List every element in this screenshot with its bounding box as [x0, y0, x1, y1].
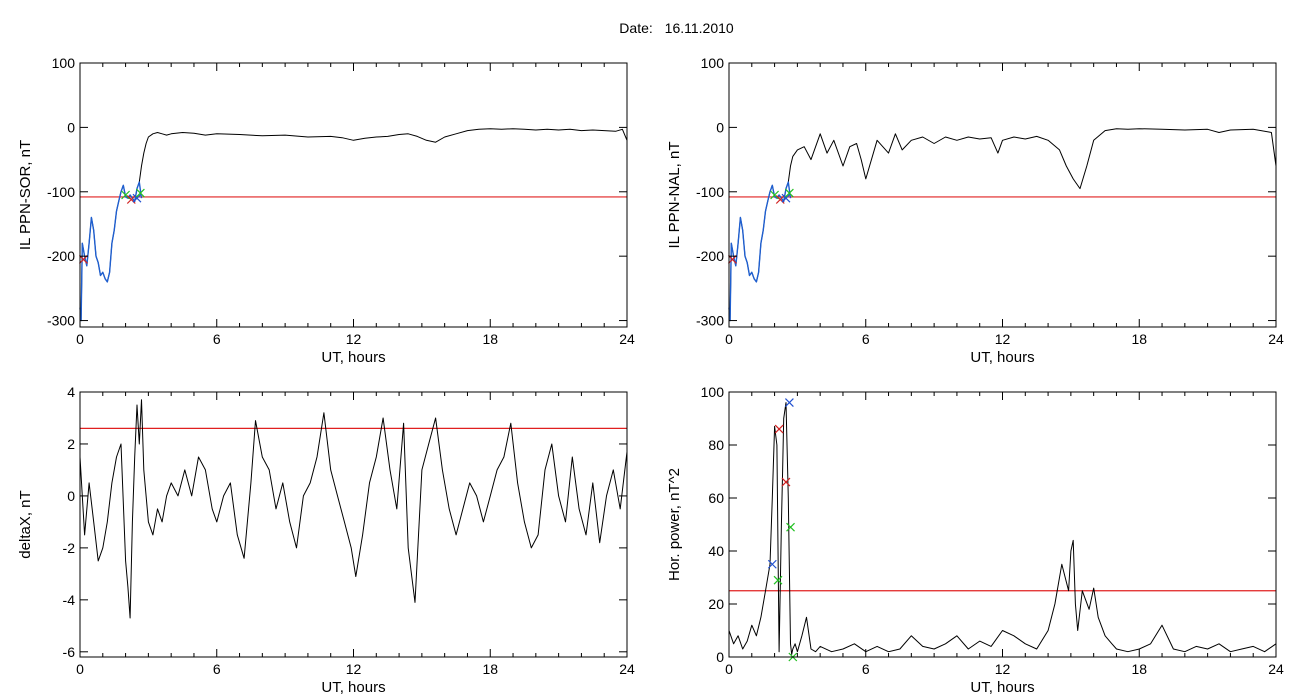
plot-frame [728, 391, 1277, 658]
series-line-1 [79, 399, 628, 619]
series-line-2 [79, 181, 143, 322]
y-tick-label: -100 [696, 184, 724, 200]
x-tick-label: 6 [213, 331, 221, 347]
plot-frame [79, 62, 628, 328]
x-tick-label: 0 [76, 661, 84, 677]
cross-marker [135, 188, 145, 198]
y-tick-label: 2 [67, 436, 75, 452]
x-tick-label: 18 [482, 331, 498, 347]
x-axis-label: UT, hours [970, 679, 1034, 696]
y-tick-label: 100 [52, 55, 76, 71]
chart-panel-2: 0 6 12 18 24 100 0 -100 -200 -300 UT, hours IL PPN-… [666, 55, 1284, 366]
series-line-1 [728, 128, 1277, 322]
series-line-1 [728, 402, 1277, 655]
y-tick-label: 0 [67, 119, 75, 135]
x-tick-label: 18 [482, 661, 498, 677]
x-tick-label: 0 [725, 331, 733, 347]
x-tick-label: 18 [1131, 331, 1147, 347]
y-tick-label: 60 [708, 490, 724, 506]
x-tick-label: 12 [346, 661, 362, 677]
y-tick-label: -6 [63, 644, 76, 660]
y-tick-label: -100 [47, 184, 75, 200]
cross-marker [786, 522, 795, 532]
chart-panel-4: 0 6 12 18 24 100 80 60 40 20 0 UT, hours Hor. power,… [666, 384, 1284, 696]
plot-frame [79, 391, 628, 658]
x-tick-label: 12 [995, 661, 1011, 677]
y-tick-label: -200 [696, 248, 724, 264]
y-axis-label: Hor. power, nT^2 [666, 468, 683, 581]
cross-marker [126, 195, 136, 204]
cross-marker [775, 195, 785, 204]
y-tick-label: 0 [716, 649, 724, 665]
y-tick-label: 100 [701, 55, 725, 71]
x-tick-label: 24 [619, 661, 635, 677]
cross-marker [773, 575, 783, 585]
series-line-2 [728, 181, 792, 322]
x-tick-label: 24 [1268, 331, 1284, 347]
cross-marker [121, 190, 131, 200]
chart-panel-3: 0 6 12 18 24 4 2 0 -2 -4 -6 UT, hours deltaX, nT [17, 384, 635, 696]
x-tick-label: 6 [213, 661, 221, 677]
x-tick-label: 6 [862, 331, 870, 347]
y-axis-label: IL PPN-SOR, nT [17, 140, 34, 250]
cross-marker [132, 193, 142, 203]
date-value: 16.11.2010 [664, 20, 734, 36]
plot-frame [728, 62, 1277, 328]
figure-title: Date: 16.11.2010 [0, 20, 1300, 36]
y-tick-label: 20 [708, 596, 724, 612]
x-tick-label: 0 [725, 661, 733, 677]
date-label: Date: [619, 20, 653, 36]
cross-marker [767, 559, 777, 569]
y-tick-label: 100 [701, 384, 725, 400]
y-tick-label: -200 [47, 248, 75, 264]
y-axis-label: deltaX, nT [17, 490, 34, 558]
x-tick-label: 24 [1268, 661, 1284, 677]
y-axis-label: IL PPN-NAL, nT [666, 142, 683, 249]
x-axis-label: UT, hours [321, 349, 385, 366]
y-tick-label: 80 [708, 437, 724, 453]
cross-marker [781, 193, 791, 203]
x-axis-label: UT, hours [321, 679, 385, 696]
x-tick-label: 12 [995, 331, 1011, 347]
cross-marker [770, 190, 780, 200]
y-tick-label: -300 [696, 313, 724, 329]
x-tick-label: 6 [862, 661, 870, 677]
cross-marker [781, 477, 791, 487]
cross-marker [727, 254, 737, 264]
y-tick-label: 0 [67, 488, 75, 504]
cross-marker [784, 398, 794, 408]
x-tick-label: 0 [76, 331, 84, 347]
cross-marker [784, 188, 794, 198]
y-tick-label: -2 [63, 540, 76, 556]
x-axis-label: UT, hours [970, 349, 1034, 366]
x-tick-label: 18 [1131, 661, 1147, 677]
x-tick-label: 12 [346, 331, 362, 347]
chart-panel-1: 0 6 12 18 24 100 0 -100 -200 -300 UT, hours IL PPN-… [17, 55, 635, 366]
x-tick-label: 24 [619, 331, 635, 347]
y-tick-label: 40 [708, 543, 724, 559]
y-tick-label: -4 [63, 592, 76, 608]
series-line-1 [79, 128, 628, 322]
cross-marker [78, 254, 88, 264]
y-tick-label: 0 [716, 119, 724, 135]
y-tick-label: 4 [67, 384, 75, 400]
y-tick-label: -300 [47, 313, 75, 329]
cross-marker [774, 424, 784, 434]
